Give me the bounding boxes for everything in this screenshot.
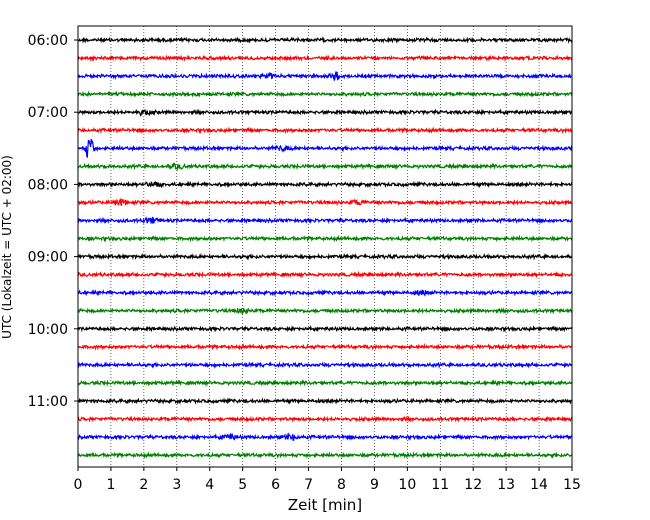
seismic-trace <box>77 361 573 369</box>
x-tick-label: 8 <box>337 477 346 493</box>
seismic-trace <box>77 108 573 117</box>
x-tick-label: 14 <box>530 477 548 493</box>
seismic-trace <box>77 324 573 333</box>
seismic-trace <box>77 90 573 98</box>
x-tick-label: 7 <box>304 477 313 493</box>
seismic-trace <box>77 307 573 315</box>
seismic-trace <box>77 71 573 81</box>
x-tick-label: 9 <box>370 477 379 493</box>
seismic-trace <box>77 138 573 159</box>
seismic-trace <box>77 36 573 44</box>
seismic-trace <box>77 270 573 279</box>
x-tick-label: 13 <box>497 477 515 493</box>
seismic-trace <box>77 451 573 460</box>
plot-area-frame <box>77 25 573 468</box>
seismic-trace <box>77 288 573 297</box>
y-tick-label: 08:00 <box>28 177 68 193</box>
x-axis-label: Zeit [min] <box>288 496 362 514</box>
y-axis-label: UTC (Lokalzeit = UTC + 02:00) <box>0 155 14 339</box>
seismic-trace <box>77 234 573 243</box>
y-tick-label: 07:00 <box>28 105 68 121</box>
x-tick-label: 15 <box>563 477 581 493</box>
seismic-trace <box>77 126 573 135</box>
x-tick-label: 3 <box>172 477 181 493</box>
seismic-trace <box>77 197 573 207</box>
seismic-trace <box>77 54 573 62</box>
seismic-trace <box>77 180 573 189</box>
x-tick-label: 4 <box>205 477 214 493</box>
seismic-trace <box>77 415 573 423</box>
seismic-trace <box>77 252 573 261</box>
y-tick-label: 09:00 <box>28 250 68 266</box>
x-tick-label: 1 <box>106 477 115 493</box>
seismic-trace <box>77 342 573 351</box>
y-axis-ticks: 06:00 07:00 08:00 09:00 10:00 11:00 <box>28 33 78 410</box>
trace-lines <box>77 36 573 460</box>
seismic-trace <box>77 397 573 405</box>
x-tick-label: 2 <box>139 477 148 493</box>
x-tick-label: 10 <box>398 477 416 493</box>
seismic-trace <box>77 379 573 387</box>
x-tick-label: 12 <box>464 477 482 493</box>
x-axis-ticks: 0 1 2 3 4 5 6 7 8 9 10 11 12 13 14 15 <box>74 467 581 493</box>
x-tick-label: 0 <box>74 477 83 493</box>
seismic-trace <box>77 216 573 225</box>
y-tick-label: 11:00 <box>28 394 68 410</box>
x-tick-label: 6 <box>271 477 280 493</box>
y-tick-label: 06:00 <box>28 33 68 49</box>
x-tick-label: 5 <box>238 477 247 493</box>
y-tick-label: 10:00 <box>28 322 68 338</box>
seismic-trace <box>77 162 573 171</box>
x-tick-label: 11 <box>431 477 449 493</box>
seismic-trace <box>77 432 573 442</box>
